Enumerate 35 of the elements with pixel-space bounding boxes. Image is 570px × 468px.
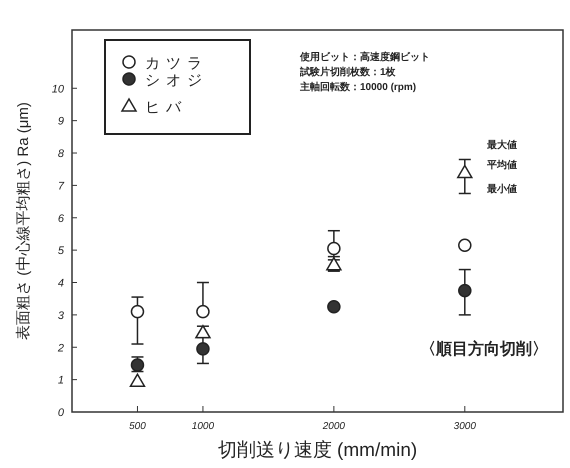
y-tick-label: 2 <box>56 342 64 354</box>
point <box>130 373 146 387</box>
point <box>458 238 472 252</box>
point <box>196 304 210 318</box>
y-tick-label: 1 <box>58 374 64 387</box>
annotation: 最大値 <box>486 139 517 151</box>
y-tick-label: 9 <box>58 116 64 128</box>
y-tick-label: 0 <box>58 407 65 419</box>
x-tick-label: 3000 <box>454 421 476 432</box>
annotation: 〈順目方向切削〉 <box>420 339 548 358</box>
annotation: 主軸回転数：10000 (rpm) <box>299 81 416 93</box>
point <box>457 164 473 178</box>
x-tick-label: 500 <box>129 421 146 432</box>
annotation: 平均値 <box>486 159 517 171</box>
point <box>458 284 472 298</box>
annotation: 使用ビット：高速度鋼ビット <box>299 51 430 63</box>
x-tick-label: 2000 <box>322 421 346 432</box>
y-tick-label: 4 <box>58 278 64 290</box>
y-tick-label: 6 <box>58 212 65 225</box>
point <box>327 300 341 314</box>
y-tick-label: 3 <box>58 310 65 322</box>
y-tick-label: 7 <box>58 180 65 192</box>
y-tick-label: 8 <box>58 148 65 160</box>
annotation: 最小値 <box>486 183 517 195</box>
x-tick-label: 1000 <box>192 421 214 432</box>
legend-label: ヒバ <box>145 99 187 116</box>
point <box>130 304 144 318</box>
y-tick-label: 5 <box>58 245 65 258</box>
point <box>196 342 210 356</box>
legend-label: カツラ <box>145 55 208 72</box>
y-axis-title: 表面粗さ (中心線平均粗さ) Ra (μm) <box>15 102 32 340</box>
annotation: 試験片切削枚数：1枚 <box>299 66 397 78</box>
y-tick-label: 10 <box>52 83 65 96</box>
legend-label: シオジ <box>145 72 208 89</box>
x-axis-title: 切削送り速度 (mm/min) <box>218 439 418 461</box>
